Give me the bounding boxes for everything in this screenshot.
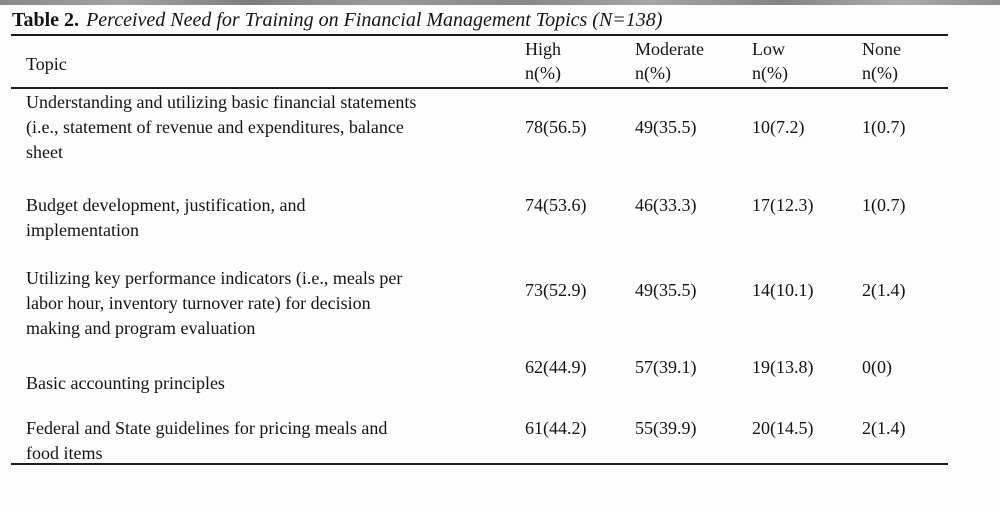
cell-moderate: 49(35.5): [635, 117, 697, 137]
column-sublabel: n(%): [525, 63, 561, 83]
table-number: Table 2.: [12, 9, 80, 31]
cell-high: 73(52.9): [525, 280, 587, 300]
cell-high: 74(53.6): [525, 195, 587, 215]
row-topic: Utilizing key performance indicators (i.…: [26, 268, 403, 338]
header-rule: [11, 87, 948, 90]
column-sublabel: n(%): [635, 63, 671, 83]
column-header-high: High n(%): [525, 37, 561, 85]
cell-none: 2(1.4): [862, 418, 906, 438]
row-topic: Understanding and utilizing basic financ…: [26, 92, 417, 162]
row-topic: Federal and State guidelines for pricing…: [26, 418, 388, 463]
column-label: Low: [752, 39, 785, 59]
column-header-topic: Topic: [26, 54, 67, 74]
scan-artifact-strip: [0, 0, 1000, 5]
column-label: None: [862, 39, 901, 59]
cell-moderate: 55(39.9): [635, 418, 697, 438]
bottom-rule: [11, 463, 948, 466]
column-label: Moderate: [635, 39, 704, 59]
cell-low: 10(7.2): [752, 117, 805, 137]
cell-high: 62(44.9): [525, 357, 587, 377]
row-topic: Budget development, justification, and i…: [26, 195, 306, 240]
row-topic: Basic accounting principles: [26, 373, 225, 393]
cell-high: 61(44.2): [525, 418, 587, 438]
cell-none: 1(0.7): [862, 195, 906, 215]
cell-none: 0(0): [862, 357, 892, 377]
column-label: High: [525, 39, 561, 59]
title-rule: [11, 34, 948, 36]
column-header-moderate: Moderate n(%): [635, 37, 704, 85]
column-sublabel: n(%): [862, 63, 898, 83]
cell-low: 17(12.3): [752, 195, 814, 215]
cell-low: 19(13.8): [752, 357, 814, 377]
cell-high: 78(56.5): [525, 117, 587, 137]
cell-none: 1(0.7): [862, 117, 906, 137]
table-title: Table 2. Perceived Need for Training on F…: [12, 8, 662, 32]
column-sublabel: n(%): [752, 63, 788, 83]
column-header-low: Low n(%): [752, 37, 788, 85]
cell-low: 20(14.5): [752, 418, 814, 438]
cell-none: 2(1.4): [862, 280, 906, 300]
cell-moderate: 57(39.1): [635, 357, 697, 377]
column-header-none: None n(%): [862, 37, 901, 85]
table-caption: Perceived Need for Training on Financial…: [86, 9, 663, 31]
cell-low: 14(10.1): [752, 280, 814, 300]
cell-moderate: 46(33.3): [635, 195, 697, 215]
cell-moderate: 49(35.5): [635, 280, 697, 300]
